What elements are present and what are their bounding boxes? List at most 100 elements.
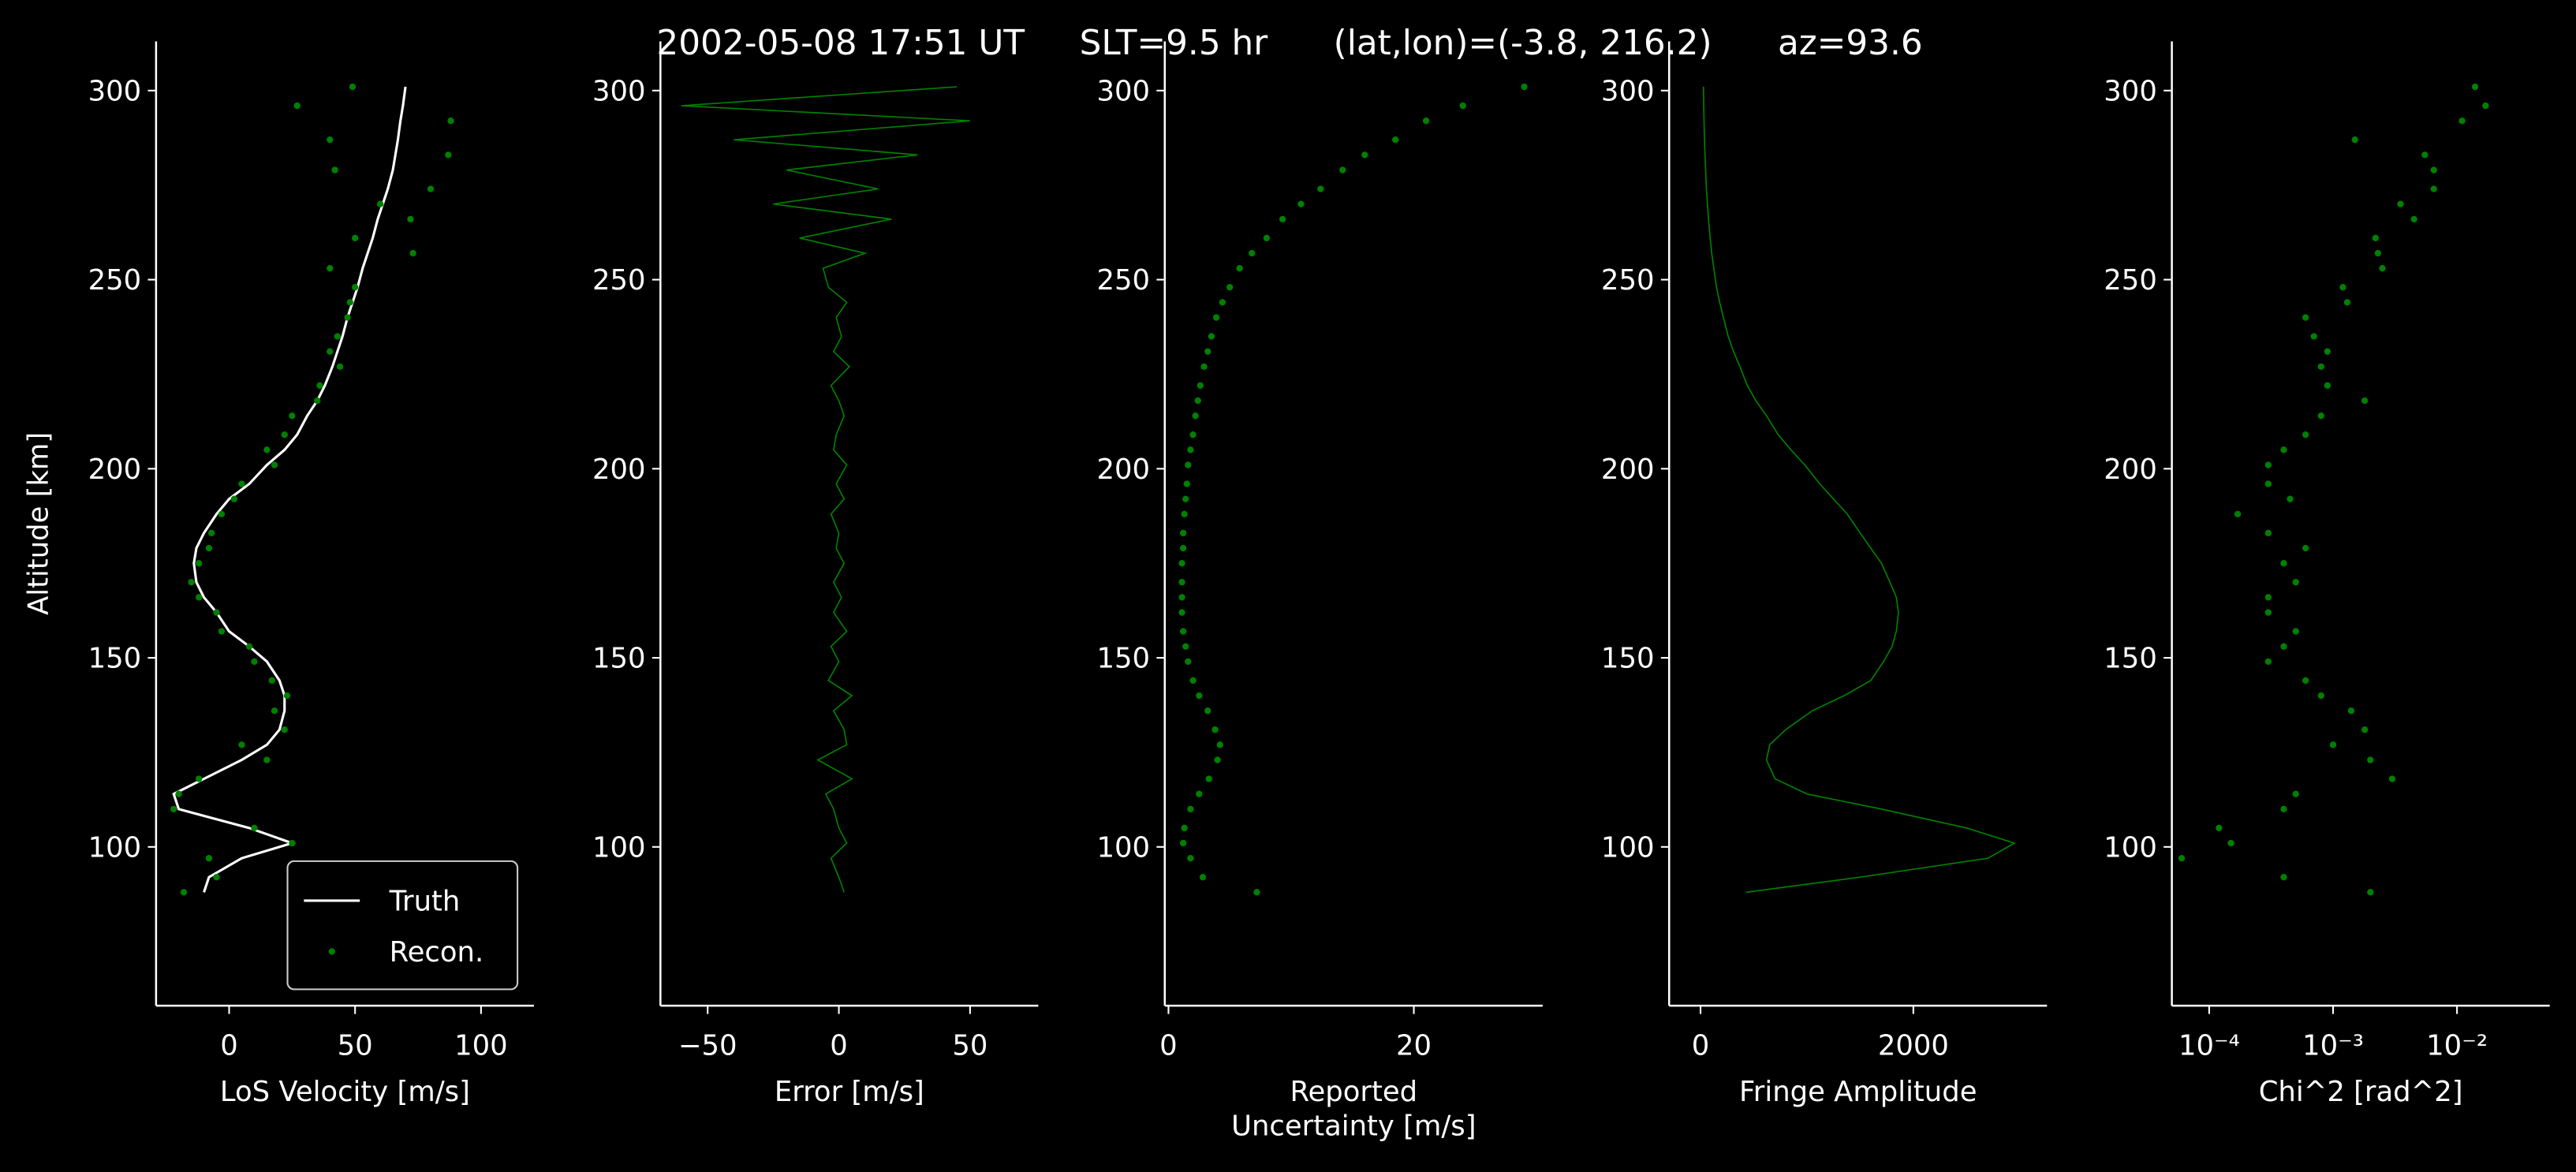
legend-box (286, 860, 519, 991)
legend-swatch (328, 948, 335, 955)
data-point (2421, 151, 2429, 159)
data-point (218, 510, 226, 518)
data-point (1197, 382, 1204, 390)
data-point (334, 333, 341, 340)
data-point (271, 461, 278, 468)
data-point (2280, 446, 2287, 453)
data-point (2343, 299, 2351, 306)
data-point (1187, 805, 1194, 813)
data-point (1179, 628, 1187, 635)
data-point (2280, 805, 2287, 813)
data-point (2471, 83, 2479, 91)
data-point (2280, 643, 2287, 650)
profile-line (1702, 87, 2017, 894)
data-point (1361, 151, 1368, 159)
data-point (2430, 166, 2437, 174)
data-point (2317, 412, 2324, 420)
x-axis-label: Uncertainty [m/s] (1231, 1110, 1476, 1143)
data-point (268, 677, 275, 684)
data-point (1226, 284, 1234, 291)
y-tick-label: 200 (592, 453, 646, 486)
data-point (1178, 594, 1185, 601)
data-point (2367, 889, 2374, 896)
x-tick-label: 0 (220, 1030, 238, 1062)
data-point (2410, 215, 2417, 223)
legend-label: Recon. (390, 936, 484, 969)
data-point (2264, 529, 2272, 537)
data-point (2292, 790, 2299, 797)
y-tick-label: 250 (592, 264, 646, 297)
data-point (289, 839, 296, 847)
data-point (213, 873, 220, 881)
data-point (409, 249, 416, 257)
data-point (1183, 480, 1190, 487)
data-point (263, 756, 271, 763)
data-point (2482, 102, 2489, 110)
y-tick-label: 100 (2104, 831, 2157, 864)
x-tick-label: 50 (952, 1030, 987, 1062)
data-point (2280, 560, 2287, 567)
data-point (327, 136, 334, 144)
data-point (1249, 249, 1256, 257)
x-axis-label: Fringe Amplitude (1739, 1076, 1977, 1108)
y-tick-label: 300 (1601, 75, 1655, 107)
data-point (281, 726, 288, 733)
x-tick-label: 20 (1396, 1030, 1432, 1062)
data-point (1199, 873, 1207, 881)
data-point (1216, 741, 1223, 748)
data-point (2347, 707, 2355, 715)
y-tick-label: 300 (592, 75, 646, 107)
x-tick-label: 0 (1159, 1030, 1178, 1062)
data-point (2287, 495, 2294, 502)
data-point (2351, 136, 2358, 144)
data-point (1236, 265, 1243, 272)
y-tick-label: 150 (592, 643, 646, 675)
x-tick-label: 10⁻² (2426, 1030, 2488, 1062)
y-tick-label: 100 (88, 831, 142, 864)
data-point (251, 658, 258, 666)
data-point (1339, 166, 1346, 174)
data-point (407, 215, 414, 223)
data-point (327, 265, 334, 272)
data-point (2458, 118, 2466, 125)
data-point (1187, 855, 1194, 862)
data-point (2361, 397, 2369, 405)
data-point (2324, 348, 2331, 355)
data-point (1219, 299, 1226, 306)
data-point (1178, 609, 1185, 616)
x-tick-label: 10⁻⁴ (2178, 1030, 2240, 1062)
data-point (1297, 200, 1305, 207)
data-point (346, 299, 353, 306)
x-axis-label: LoS Velocity [m/s] (220, 1076, 470, 1108)
data-point (1208, 333, 1215, 340)
data-point (352, 234, 359, 242)
data-point (1182, 495, 1189, 502)
data-point (2302, 314, 2309, 321)
data-point (2264, 461, 2272, 468)
y-tick-label: 150 (2104, 643, 2157, 675)
data-point (263, 446, 271, 453)
data-point (2397, 200, 2404, 207)
data-point (1178, 560, 1185, 567)
data-point (293, 102, 301, 110)
data-point (1317, 185, 1324, 192)
y-tick-label: 150 (1096, 643, 1150, 675)
data-point (283, 692, 291, 700)
data-point (1181, 824, 1188, 831)
data-point (1179, 544, 1187, 552)
data-point (327, 348, 334, 355)
data-point (1178, 579, 1185, 586)
y-tick-label: 150 (88, 643, 142, 675)
y-tick-label: 200 (2104, 453, 2157, 486)
data-point (281, 431, 288, 439)
data-point (2280, 873, 2287, 881)
data-point (1263, 234, 1271, 242)
y-tick-label: 300 (88, 75, 142, 107)
data-point (1194, 397, 1201, 405)
data-point (2324, 382, 2331, 390)
data-point (352, 284, 359, 291)
data-point (2329, 741, 2337, 748)
data-point (331, 166, 338, 174)
legend-label: Truth (389, 885, 461, 917)
data-point (1196, 790, 1203, 797)
